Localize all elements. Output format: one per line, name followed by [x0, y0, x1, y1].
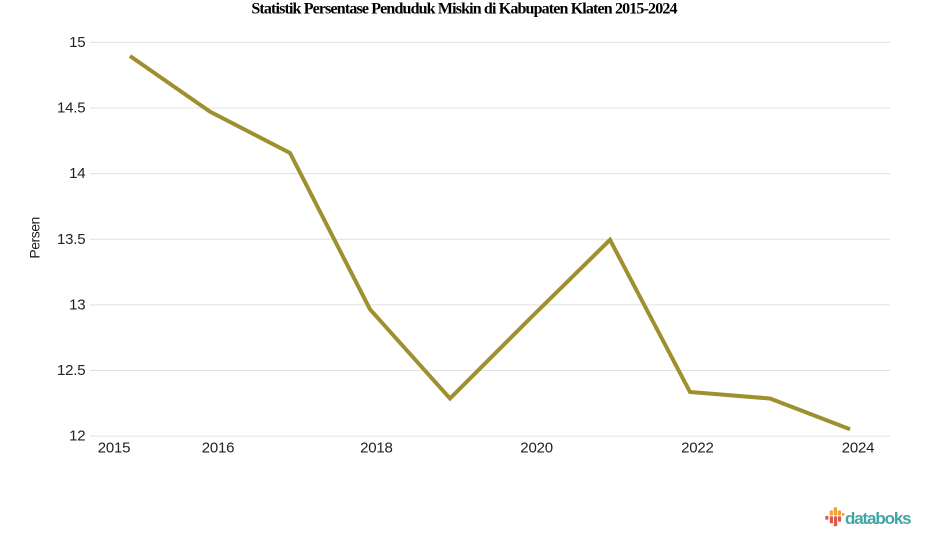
- svg-text:12: 12: [69, 428, 85, 445]
- svg-text:databoks: databoks: [845, 509, 911, 528]
- svg-text:Statistik Persentase Penduduk: Statistik Persentase Penduduk Miskin di …: [251, 1, 677, 18]
- svg-text:2024: 2024: [842, 440, 875, 457]
- svg-text:13.5: 13.5: [57, 231, 85, 248]
- svg-text:2015: 2015: [98, 440, 131, 457]
- svg-text:14.5: 14.5: [57, 100, 85, 117]
- svg-text:13: 13: [69, 296, 85, 313]
- svg-text:2022: 2022: [681, 440, 714, 457]
- svg-text:12.5: 12.5: [57, 362, 85, 379]
- svg-text:15: 15: [69, 34, 85, 51]
- svg-text:2020: 2020: [520, 440, 553, 457]
- svg-text:Persen: Persen: [27, 217, 43, 258]
- svg-text:2016: 2016: [202, 440, 235, 457]
- svg-text:14: 14: [69, 165, 85, 182]
- svg-text:2018: 2018: [360, 440, 393, 457]
